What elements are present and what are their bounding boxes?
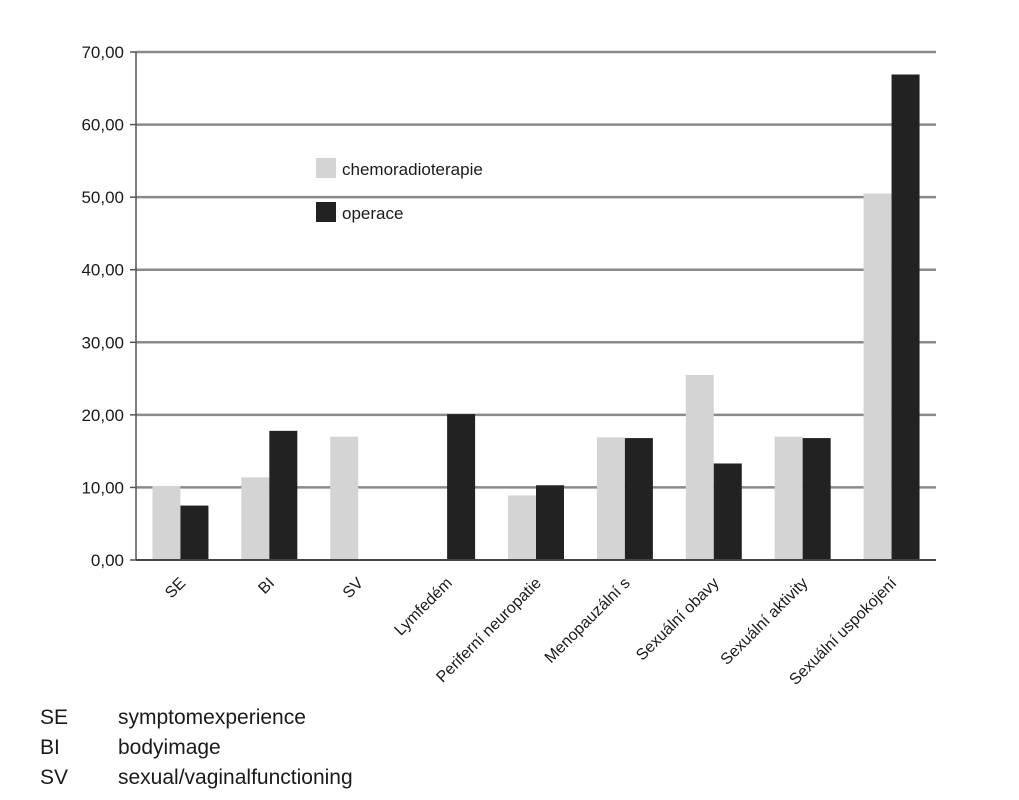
bar-operace xyxy=(891,74,920,561)
x-category-label: Sexuální obavy xyxy=(633,575,722,664)
y-tick-label: 70,00 xyxy=(81,43,124,62)
x-category-label: BI xyxy=(255,575,278,598)
bar-chemoradioterapie xyxy=(330,436,359,560)
abbreviation: BI xyxy=(40,736,60,759)
x-category-label: Menopauzální s xyxy=(542,575,634,667)
bar-chart: 0,0010,0020,0030,0040,0050,0060,0070,00 … xyxy=(81,43,936,689)
grid-lines xyxy=(136,50,936,489)
abbreviation: SE xyxy=(40,706,69,729)
bar-operace xyxy=(447,414,476,560)
bar-chemoradioterapie xyxy=(508,495,536,560)
abbreviation-list: SE symptomexperience BI bodyimage SV sex… xyxy=(40,703,353,793)
x-category-label: Lymfedém xyxy=(392,575,456,639)
y-tick-label: 10,00 xyxy=(81,478,124,497)
bar-operace xyxy=(802,438,831,560)
legend-swatch xyxy=(316,202,336,222)
x-category-label: SE xyxy=(162,575,189,602)
abbreviation-item: BI bodyimage xyxy=(40,733,353,763)
bar-chemoradioterapie xyxy=(152,485,181,560)
x-category-label: SV xyxy=(340,575,367,602)
y-tick-label: 20,00 xyxy=(81,406,124,425)
legend-swatch xyxy=(316,158,336,178)
abbreviation-item: SE symptomexperience xyxy=(40,703,353,733)
bar-chemoradioterapie xyxy=(774,436,803,560)
abbreviation: SV xyxy=(40,766,69,789)
legend-label: chemoradioterapie xyxy=(342,160,483,179)
bar-chemoradioterapie xyxy=(863,193,892,560)
y-tick-label: 50,00 xyxy=(81,188,124,207)
bar-operace xyxy=(536,485,564,560)
legend-label: operace xyxy=(342,204,403,223)
x-category-label: Sexuální aktivity xyxy=(718,575,812,669)
abbreviation-item: SV sexual/vaginalfunctioning xyxy=(40,763,353,793)
y-tick-label: 0,00 xyxy=(91,551,124,570)
bar-chemoradioterapie xyxy=(685,374,714,560)
y-axis-ticks: 0,00 10,00 20,00 30,00 40,00 50,00 60,00 70,00 xyxy=(81,43,136,570)
abbreviation-meaning: bodyimage xyxy=(118,736,221,759)
y-tick-label: 30,00 xyxy=(81,333,124,352)
abbreviation-meaning: symptomexperience xyxy=(118,706,306,729)
bar-operace xyxy=(713,463,742,560)
abbreviation-meaning: sexual/vaginalfunctioning xyxy=(118,766,353,789)
axes xyxy=(135,52,936,561)
bar-chemoradioterapie xyxy=(596,437,625,560)
bars xyxy=(152,74,920,561)
y-tick-label: 60,00 xyxy=(81,116,124,135)
legend: chemoradioterapie operace xyxy=(316,158,483,223)
bar-chemoradioterapie xyxy=(241,477,270,560)
bar-operace xyxy=(180,505,209,560)
bar-operace xyxy=(269,430,298,560)
y-tick-label: 40,00 xyxy=(81,261,124,280)
bar-operace xyxy=(624,438,653,560)
